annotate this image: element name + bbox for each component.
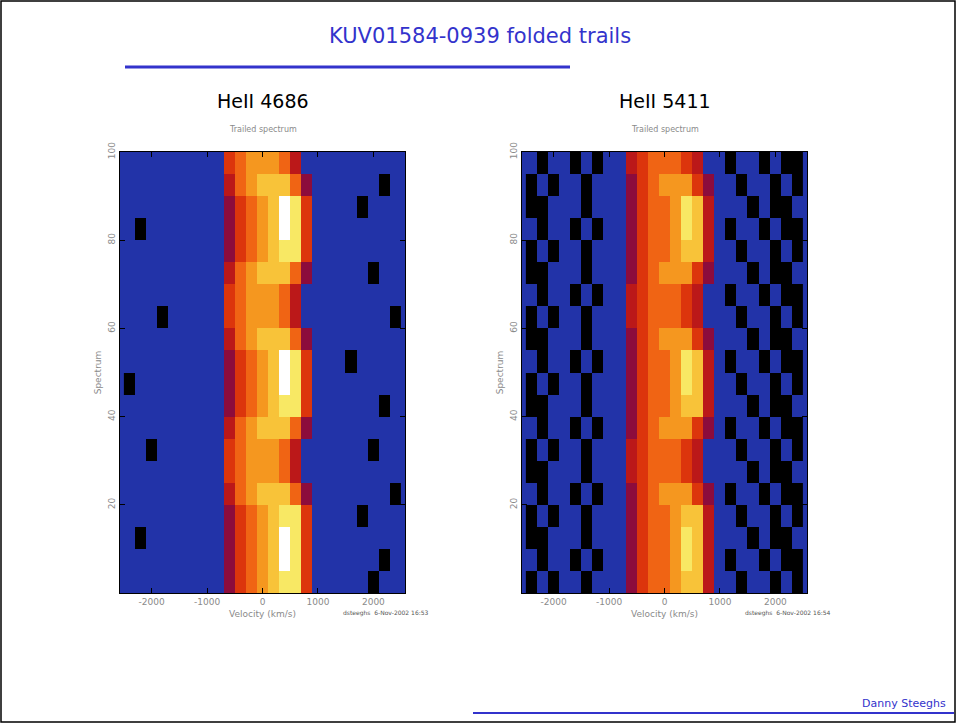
- svg-text:-2000: -2000: [139, 597, 165, 607]
- svg-text:40: 40: [107, 409, 117, 421]
- svg-text:dsteeghs 6-Nov-2002 16:53: dsteeghs 6-Nov-2002 16:53: [343, 609, 429, 617]
- svg-text:Velocity (km/s): Velocity (km/s): [229, 609, 296, 619]
- svg-text:0: 0: [662, 597, 668, 607]
- svg-text:HeII 4686: HeII 4686: [217, 90, 309, 112]
- svg-text:2000: 2000: [362, 597, 385, 607]
- svg-text:Spectrum: Spectrum: [495, 351, 505, 395]
- svg-text:60: 60: [107, 321, 117, 333]
- svg-text:60: 60: [509, 321, 519, 333]
- svg-text:1000: 1000: [306, 597, 329, 607]
- svg-text:40: 40: [509, 409, 519, 421]
- svg-text:100: 100: [509, 142, 519, 159]
- svg-text:Velocity (km/s): Velocity (km/s): [631, 609, 698, 619]
- svg-text:Trailed spectrum: Trailed spectrum: [631, 125, 699, 134]
- svg-text:0: 0: [260, 597, 266, 607]
- svg-text:-1000: -1000: [194, 597, 220, 607]
- svg-text:HeII 5411: HeII 5411: [619, 90, 711, 112]
- svg-text:2000: 2000: [764, 597, 787, 607]
- svg-text:Spectrum: Spectrum: [93, 351, 103, 395]
- svg-text:Danny Steeghs: Danny Steeghs: [862, 697, 946, 710]
- svg-text:80: 80: [509, 233, 519, 245]
- svg-text:100: 100: [107, 142, 117, 159]
- svg-text:Trailed spectrum: Trailed spectrum: [229, 125, 297, 134]
- svg-text:20: 20: [509, 497, 519, 509]
- svg-text:1000: 1000: [708, 597, 731, 607]
- svg-text:20: 20: [107, 497, 117, 509]
- svg-text:80: 80: [107, 233, 117, 245]
- svg-text:dsteeghs 6-Nov-2002 16:54: dsteeghs 6-Nov-2002 16:54: [745, 609, 831, 617]
- svg-text:-2000: -2000: [541, 597, 567, 607]
- svg-text:KUV01584-0939 folded trails: KUV01584-0939 folded trails: [329, 24, 631, 48]
- svg-text:-1000: -1000: [596, 597, 622, 607]
